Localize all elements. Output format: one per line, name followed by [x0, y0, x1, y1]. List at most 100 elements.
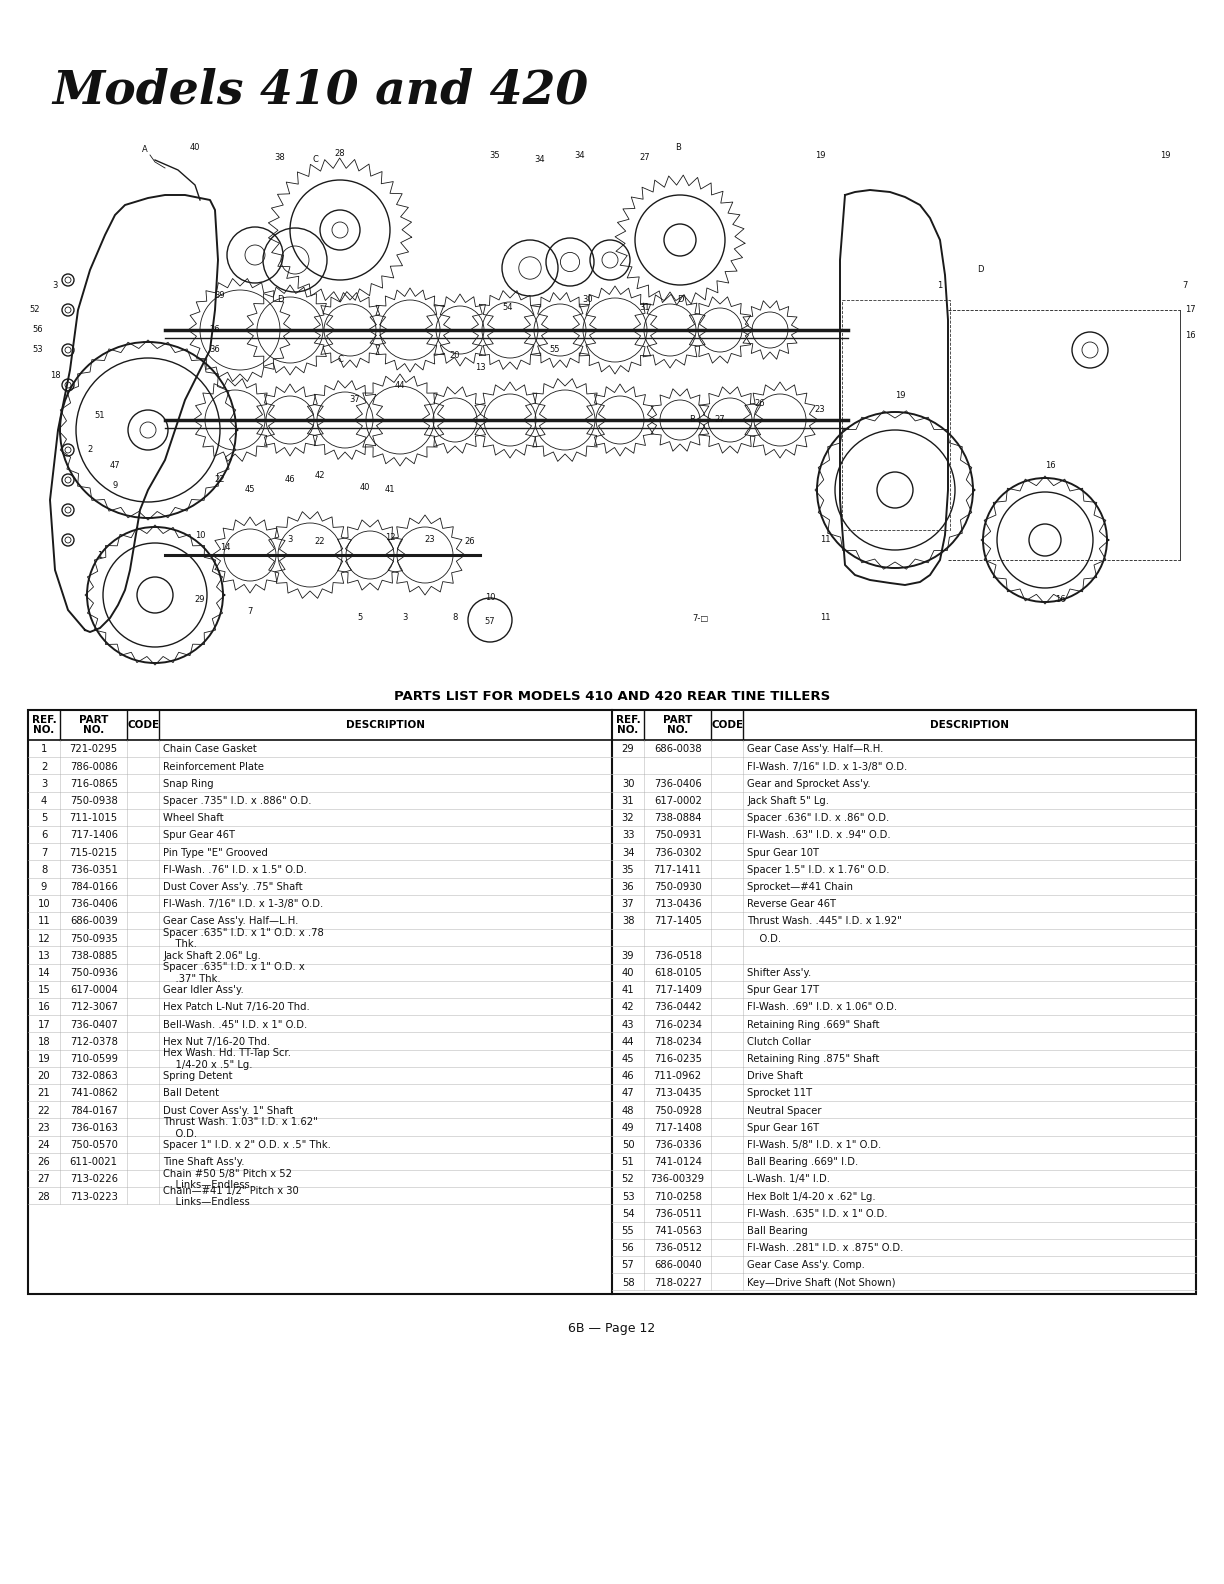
Text: Fl-Wash. .76" I.D. x 1.5" O.D.: Fl-Wash. .76" I.D. x 1.5" O.D. — [163, 865, 307, 874]
Bar — [842, 299, 950, 531]
Text: 8: 8 — [453, 613, 458, 621]
Text: 14: 14 — [38, 968, 50, 977]
Text: Models 410 and 420: Models 410 and 420 — [51, 68, 589, 114]
Text: 10: 10 — [195, 531, 206, 540]
Text: 617-0004: 617-0004 — [70, 985, 118, 995]
Text: Dust Cover Ass'y. 1" Shaft: Dust Cover Ass'y. 1" Shaft — [163, 1106, 294, 1115]
Text: 732-0863: 732-0863 — [70, 1071, 118, 1082]
Text: 7: 7 — [247, 608, 252, 616]
Text: 24: 24 — [38, 1140, 50, 1150]
Text: 47: 47 — [622, 1088, 634, 1098]
Text: 31: 31 — [640, 304, 650, 312]
Text: 44: 44 — [622, 1038, 634, 1047]
Text: 710-0258: 710-0258 — [654, 1191, 701, 1202]
Text: 741-0563: 741-0563 — [654, 1226, 701, 1236]
Text: 717-1406: 717-1406 — [70, 830, 118, 841]
Text: 717-1411: 717-1411 — [654, 865, 701, 874]
Text: 36: 36 — [209, 345, 220, 355]
Text: 42: 42 — [315, 470, 326, 480]
Text: Hex Bolt 1/4-20 x .62" Lg.: Hex Bolt 1/4-20 x .62" Lg. — [748, 1191, 876, 1202]
Text: 40: 40 — [622, 968, 634, 977]
Text: 9: 9 — [113, 480, 118, 489]
Text: Fl-Wash. 7/16" I.D. x 1-3/8" O.D.: Fl-Wash. 7/16" I.D. x 1-3/8" O.D. — [163, 900, 323, 909]
Text: 750-0936: 750-0936 — [70, 968, 118, 977]
Text: 30: 30 — [583, 296, 594, 304]
Text: Wheel Shaft: Wheel Shaft — [163, 813, 224, 824]
Text: 17: 17 — [1185, 306, 1196, 315]
Text: 31: 31 — [622, 797, 634, 806]
Text: 750-0931: 750-0931 — [654, 830, 701, 841]
Text: 51: 51 — [622, 1158, 634, 1167]
Text: 717-1405: 717-1405 — [654, 917, 701, 927]
Text: REF.
NO.: REF. NO. — [616, 714, 640, 735]
Text: CODE: CODE — [711, 721, 743, 730]
Text: 736-0351: 736-0351 — [70, 865, 118, 874]
Text: Gear Case Ass'y. Comp.: Gear Case Ass'y. Comp. — [748, 1261, 865, 1270]
Text: 53: 53 — [622, 1191, 634, 1202]
Text: 18: 18 — [50, 371, 60, 380]
Text: 711-0962: 711-0962 — [654, 1071, 701, 1082]
Text: Neutral Spacer: Neutral Spacer — [748, 1106, 821, 1115]
Text: 3: 3 — [40, 779, 48, 789]
Text: 750-0935: 750-0935 — [70, 933, 118, 944]
Text: Ball Detent: Ball Detent — [163, 1088, 219, 1098]
Text: 42: 42 — [622, 1003, 634, 1012]
Text: D: D — [277, 296, 283, 304]
Text: 15: 15 — [38, 985, 50, 995]
Text: 19: 19 — [38, 1053, 50, 1064]
Text: 736-0511: 736-0511 — [654, 1209, 701, 1218]
Text: 52: 52 — [622, 1174, 634, 1185]
Text: 38: 38 — [274, 154, 285, 163]
Text: 1: 1 — [938, 280, 942, 290]
Text: 16: 16 — [1055, 596, 1065, 605]
Text: 41: 41 — [384, 486, 395, 494]
Text: 53: 53 — [33, 345, 43, 355]
Text: 55: 55 — [622, 1226, 634, 1236]
Text: 47: 47 — [110, 461, 120, 469]
Text: D: D — [677, 296, 683, 304]
Text: Fl-Wash. .281" I.D. x .875" O.D.: Fl-Wash. .281" I.D. x .875" O.D. — [748, 1243, 903, 1253]
Text: Spacer .735" I.D. x .886" O.D.: Spacer .735" I.D. x .886" O.D. — [163, 797, 312, 806]
Text: 26: 26 — [755, 399, 765, 407]
Text: Gear Case Ass'y. Half—L.H.: Gear Case Ass'y. Half—L.H. — [163, 917, 299, 927]
Text: 23: 23 — [38, 1123, 50, 1133]
Text: 7-□: 7-□ — [692, 613, 709, 623]
Text: 19: 19 — [895, 391, 906, 399]
Text: 39: 39 — [622, 950, 634, 961]
Text: 45: 45 — [622, 1053, 634, 1064]
Text: Spacer 1.5" I.D. x 1.76" O.D.: Spacer 1.5" I.D. x 1.76" O.D. — [748, 865, 890, 874]
Text: 11: 11 — [820, 535, 830, 545]
Text: 721-0295: 721-0295 — [70, 744, 118, 754]
Text: 14: 14 — [220, 543, 230, 553]
Text: 56: 56 — [33, 325, 43, 334]
Text: Hex Nut 7/16-20 Thd.: Hex Nut 7/16-20 Thd. — [163, 1038, 271, 1047]
Text: Retaining Ring .875" Shaft: Retaining Ring .875" Shaft — [748, 1053, 880, 1064]
Text: 39: 39 — [214, 290, 225, 299]
Text: 26: 26 — [465, 537, 475, 546]
Text: 28: 28 — [38, 1191, 50, 1202]
Text: 710-0599: 710-0599 — [70, 1053, 118, 1064]
Text: 2: 2 — [40, 762, 48, 771]
Text: Jack Shaft 5" Lg.: Jack Shaft 5" Lg. — [748, 797, 830, 806]
Text: 41: 41 — [622, 985, 634, 995]
Text: 750-0570: 750-0570 — [70, 1140, 118, 1150]
Text: B: B — [676, 144, 681, 152]
Text: 736-0336: 736-0336 — [654, 1140, 701, 1150]
Text: Spacer 1" I.D. x 2" O.D. x .5" Thk.: Spacer 1" I.D. x 2" O.D. x .5" Thk. — [163, 1140, 332, 1150]
Text: 1: 1 — [98, 551, 103, 559]
Text: 736-00329: 736-00329 — [651, 1174, 705, 1185]
Text: 8: 8 — [40, 865, 48, 874]
Text: 712-0378: 712-0378 — [70, 1038, 118, 1047]
Text: 5: 5 — [40, 813, 48, 824]
Text: 11: 11 — [820, 613, 830, 623]
Text: Hex Wash. Hd. TT-Tap Scr.
    1/4-20 x .5" Lg.: Hex Wash. Hd. TT-Tap Scr. 1/4-20 x .5" L… — [163, 1049, 291, 1069]
Text: 9: 9 — [40, 882, 48, 892]
Text: 3: 3 — [53, 280, 58, 290]
Text: 738-0885: 738-0885 — [70, 950, 118, 961]
Text: 55: 55 — [550, 345, 561, 355]
Text: Ball Bearing .669" I.D.: Ball Bearing .669" I.D. — [748, 1158, 859, 1167]
Text: 13: 13 — [38, 950, 50, 961]
Text: 35: 35 — [490, 150, 501, 160]
Text: 10: 10 — [38, 900, 50, 909]
Text: B: B — [689, 415, 695, 425]
